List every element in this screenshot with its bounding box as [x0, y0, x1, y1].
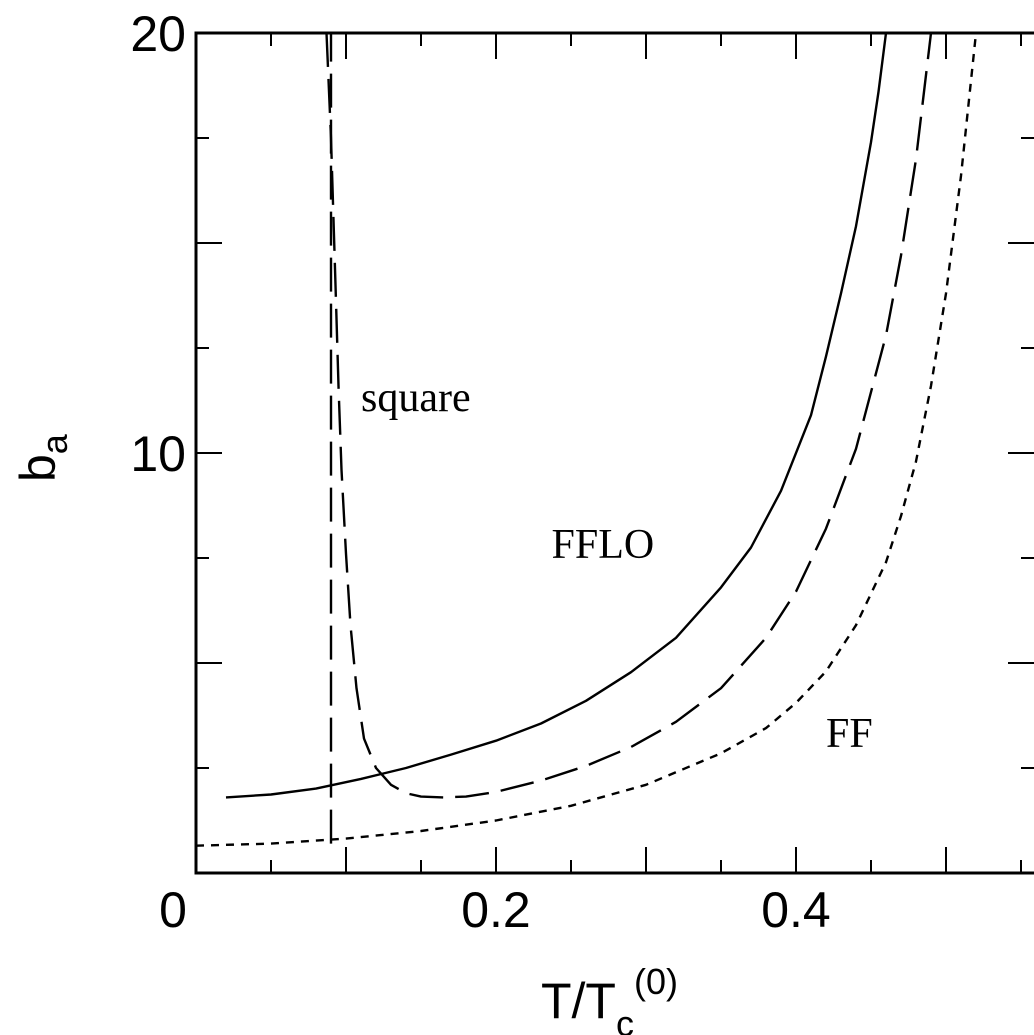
region-label-square: square — [361, 375, 471, 421]
x-tick-label: 0.4 — [761, 882, 831, 938]
y-axis-label: ba — [10, 433, 75, 482]
x-axis-label: T/Tc(0) — [541, 961, 678, 1035]
region-label-ff: FF — [826, 711, 873, 757]
y-tick-label: 20 — [130, 6, 186, 62]
tick-labels: 0 0.2 0.4 10 20 — [130, 6, 830, 938]
plot-border — [194, 31, 1034, 875]
series-lines — [195, 32, 978, 847]
series-line-1-solid — [225, 32, 888, 799]
x-tick-label: 0 — [159, 882, 187, 938]
plot-frame — [194, 31, 1034, 875]
major-ticks — [196, 33, 1034, 873]
series-line-3-long-dash — [325, 32, 933, 799]
region-label-fflo: FFLO — [552, 522, 655, 568]
series-line-4-short-dash — [195, 32, 978, 847]
annotations: square FFLO FF — [361, 375, 873, 757]
y-tick-label: 10 — [130, 426, 186, 482]
x-tick-label: 0.2 — [461, 882, 531, 938]
minor-ticks — [196, 33, 1034, 873]
